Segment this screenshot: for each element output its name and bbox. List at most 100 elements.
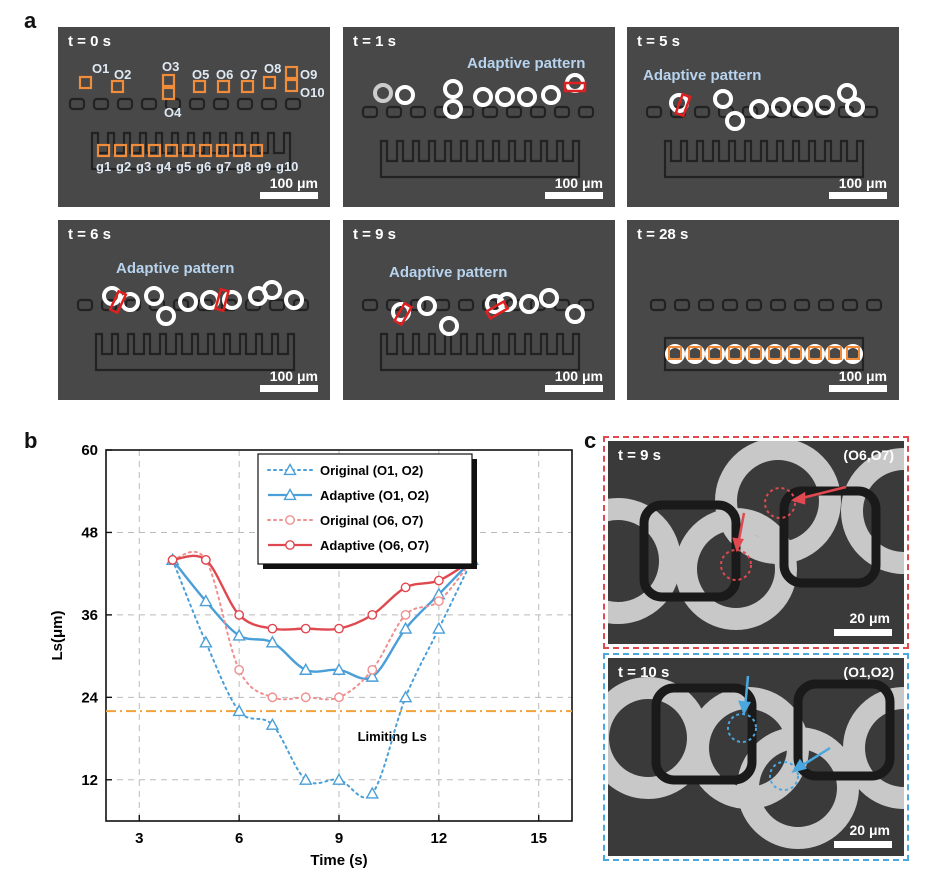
object-label: O4 xyxy=(164,105,182,120)
y-tick-label: 24 xyxy=(81,689,98,706)
object-label: O2 xyxy=(114,67,132,82)
scale-bar xyxy=(829,192,887,199)
legend-entry: Original (O6, O7) xyxy=(320,513,423,528)
series-0-point xyxy=(232,704,246,717)
microchannel-drawing xyxy=(76,280,310,372)
zoom-pair-label: (O6,O7) xyxy=(843,447,894,463)
series-3-point xyxy=(367,609,378,620)
adaptive-pattern-label: Adaptive pattern xyxy=(467,55,586,72)
legend-marker xyxy=(283,488,297,501)
microchannel-drawing xyxy=(361,288,595,372)
series-3-point xyxy=(334,623,344,634)
micro-frame-t1: t = 1 s Adaptive pattern 100 μm xyxy=(343,27,615,207)
frame-time-label: t = 1 s xyxy=(353,33,396,50)
frame-time-label: t = 28 s xyxy=(637,226,689,243)
x-tick-label: 15 xyxy=(530,830,547,847)
y-tick-label: 12 xyxy=(81,772,98,789)
microchannel-drawing xyxy=(649,298,883,372)
series-3-point xyxy=(267,623,278,634)
object-label: O8 xyxy=(264,61,282,76)
object-label: O10 xyxy=(300,85,325,100)
series-0-point xyxy=(332,772,346,785)
series-2-point xyxy=(367,664,378,675)
micro-frame-t5: t = 5 s Adaptive pattern 100 μm xyxy=(627,27,899,207)
legend-entry: Adaptive (O6, O7) xyxy=(320,538,429,553)
object-label: O5 xyxy=(192,67,210,82)
legend-marker xyxy=(285,540,295,550)
scale-bar xyxy=(545,192,603,199)
microchannel-drawing xyxy=(645,83,879,179)
scale-bar-label: 20 μm xyxy=(849,610,890,626)
series-2-point xyxy=(334,692,344,703)
scale-bar xyxy=(545,385,603,392)
y-tick-label: 60 xyxy=(81,442,98,459)
series-3-point xyxy=(167,555,178,565)
series-0-point xyxy=(299,772,313,785)
series-1-point xyxy=(299,662,313,675)
legend-marker xyxy=(283,463,297,476)
series-0-point xyxy=(365,786,379,799)
microchannel-drawing xyxy=(361,73,595,179)
series-2-point xyxy=(433,596,444,607)
series-3-point xyxy=(400,582,411,593)
zoom-time-label: t = 10 s xyxy=(618,664,670,681)
x-axis-label: Time (s) xyxy=(310,852,367,868)
x-tick-label: 12 xyxy=(431,830,448,847)
series-3-point xyxy=(200,555,211,565)
object-label: O3 xyxy=(162,59,180,74)
x-tick-label: 6 xyxy=(235,830,243,847)
y-tick-label: 36 xyxy=(81,607,98,624)
zoom-pair-label: (O1,O2) xyxy=(843,664,894,680)
micro-frame-t9: t = 9 s Adaptive pattern 100 μm xyxy=(343,220,615,400)
series-3-point xyxy=(433,575,444,586)
scale-bar xyxy=(260,192,318,199)
object-label: O1 xyxy=(92,61,110,76)
frame-time-label: t = 9 s xyxy=(353,226,396,243)
gap-label: g8 xyxy=(236,159,252,174)
zoom-frame-top: t = 9 s (O6,O7) 20 μm xyxy=(608,441,904,644)
scale-bar-label: 100 μm xyxy=(269,368,318,384)
series-line-1 xyxy=(171,559,474,680)
series-1-point xyxy=(232,628,246,641)
series-1-point xyxy=(265,635,280,648)
adaptive-pattern-label: Adaptive pattern xyxy=(389,264,508,281)
series-2-point xyxy=(300,692,311,703)
micro-frame-t28: t = 28 s 100 μm xyxy=(627,220,899,400)
series-3-point xyxy=(234,609,245,620)
gap-label: g3 xyxy=(136,159,152,174)
panel-letter-b: b xyxy=(24,428,38,453)
zoom-time-label: t = 9 s xyxy=(618,447,661,464)
gap-label: g7 xyxy=(216,159,232,174)
zoom-frame-bottom-border xyxy=(603,653,909,861)
gap-label: g6 xyxy=(196,159,212,174)
scale-bar-label: 100 μm xyxy=(554,175,603,191)
micro-frame-t6: t = 6 s Adaptive pattern 100 μm xyxy=(58,220,330,400)
series-1-point xyxy=(398,621,413,634)
frame-time-label: t = 6 s xyxy=(68,226,111,243)
series-line-0 xyxy=(171,558,474,799)
scale-bar-label: 100 μm xyxy=(269,175,318,191)
scale-bar-label: 100 μm xyxy=(554,368,603,384)
series-1-point xyxy=(199,594,213,607)
scale-bar-label: 100 μm xyxy=(838,368,887,384)
micro-frame-t0: t = 0 s O1 O2 O3 O4 O5 O6 O7 O8 O9 O10 g… xyxy=(58,27,330,207)
zoom-frame-top-border xyxy=(603,436,909,649)
zoom-drawing xyxy=(608,441,904,630)
gap-label: g2 xyxy=(116,159,132,174)
gap-label: g5 xyxy=(176,159,192,174)
y-axis-label: Ls(μm) xyxy=(49,610,66,660)
series-0-point xyxy=(398,690,413,703)
scale-bar xyxy=(834,841,892,848)
series-2-point xyxy=(267,692,278,703)
series-0-point xyxy=(199,635,213,648)
gap-label: g1 xyxy=(96,159,112,174)
adaptive-pattern-label: Adaptive pattern xyxy=(116,260,235,277)
gap-label: g4 xyxy=(156,159,172,174)
scale-bar xyxy=(260,385,318,392)
legend-marker xyxy=(285,515,295,525)
frame-time-label: t = 0 s xyxy=(68,33,111,50)
x-tick-label: 3 xyxy=(135,830,143,847)
panel-letter-c: c xyxy=(584,428,597,453)
object-label: O6 xyxy=(216,67,234,82)
